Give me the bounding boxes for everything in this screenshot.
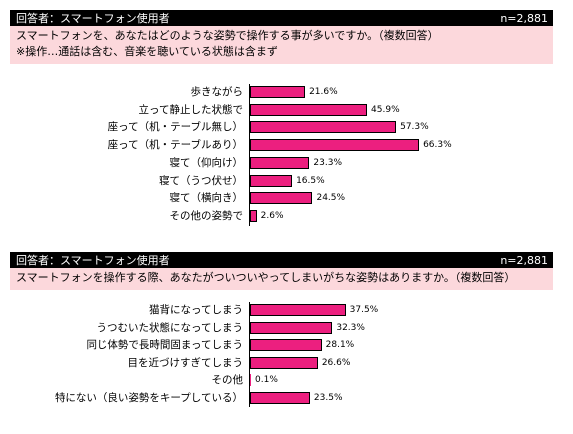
bar (250, 209, 257, 222)
value-label: 57.3% (400, 122, 429, 133)
value-label: 28.1% (325, 340, 355, 350)
value-label: 21.6% (309, 87, 338, 97)
panel-header: 回答者：スマートフォン使用者 n=2,881 (10, 252, 553, 268)
value-label: 23.5% (313, 392, 343, 403)
bar (250, 192, 313, 205)
question-note: ※操作…通話は含む、音楽を聴いている状態は含まず (16, 45, 278, 58)
category-label: 同じ体勢で長時間固まってしまう (86, 339, 243, 351)
question-box: スマートフォンを操作する際、あなたがついついやってしまいがちな姿勢はありますか。… (10, 268, 553, 290)
question-box: スマートフォンを、あなたはどのような姿勢で操作する事が多いですか。（複数回答） … (10, 26, 553, 64)
category-label: 座って（机・テーブル無し） (107, 121, 243, 134)
value-label: 32.3% (336, 322, 365, 333)
value-label: 66.3% (423, 140, 452, 151)
bar (250, 174, 293, 187)
category-label: 寝て（仰向け） (169, 156, 244, 169)
bar-chart-habits: 猫背になってしまう 37.5% うつむいた状態になってしまう 32.3% 同じ体勢で長時… (10, 302, 553, 407)
bar (250, 374, 251, 386)
bar (250, 103, 368, 116)
sample-size: n=2,881 (500, 253, 548, 267)
chart-panel-habits: 回答者：スマートフォン使用者 n=2,881 スマートフォンを操作する際、あなた… (10, 252, 553, 407)
category-axis (249, 302, 250, 407)
category-label: 目を近づけすぎてしまう (127, 356, 244, 369)
category-label: 特にない（良い姿勢をキープしている） (54, 391, 243, 404)
category-label: 寝て（横向き） (169, 192, 244, 205)
bar (250, 156, 310, 169)
value-label: 24.5% (316, 193, 346, 204)
category-label: 猫背になってしまう (149, 304, 243, 316)
category-label: 座って（机・テーブルあり） (107, 139, 243, 152)
bar (250, 139, 420, 152)
bar (250, 321, 333, 334)
bar (250, 339, 322, 351)
category-label: 歩きながら (190, 86, 244, 98)
question-text: スマートフォンを、あなたはどのような姿勢で操作する事が多いですか。（複数回答） (16, 29, 439, 42)
bar (250, 86, 306, 98)
category-label: 寝て（うつ伏せ） (159, 174, 243, 187)
category-label: 立って静止した状態で (138, 103, 243, 116)
respondent-label: 回答者：スマートフォン使用者 (16, 12, 170, 25)
bar-chart-posture: 歩きながら 21.6% 立って静止した状態で 45.9% 座って（机・テーブル無し） 57… (10, 84, 553, 226)
bar (250, 121, 397, 134)
value-label: 2.6% (260, 210, 284, 221)
bar (250, 356, 318, 369)
category-label: うつむいた状態になってしまう (96, 321, 243, 334)
sample-size: n=2,881 (500, 11, 548, 25)
category-axis (249, 84, 250, 226)
value-label: 26.6% (321, 357, 351, 368)
bar (250, 304, 346, 316)
question-text: スマートフォンを操作する際、あなたがついついやってしまいがちな姿勢はありますか。… (16, 271, 516, 284)
respondent-label: 回答者：スマートフォン使用者 (16, 254, 170, 267)
value-label: 37.5% (349, 305, 379, 315)
category-label: その他の姿勢で (169, 209, 244, 222)
category-label: その他 (211, 374, 244, 386)
value-label: 23.3% (313, 157, 342, 168)
panel-header: 回答者：スマートフォン使用者 n=2,881 (10, 10, 553, 26)
chart-panel-posture: 回答者：スマートフォン使用者 n=2,881 スマートフォンを、あなたはどのよう… (10, 10, 553, 226)
value-label: 45.9% (371, 104, 400, 115)
value-label: 16.5% (296, 175, 325, 186)
bar (250, 391, 310, 404)
value-label: 0.1% (255, 375, 278, 385)
